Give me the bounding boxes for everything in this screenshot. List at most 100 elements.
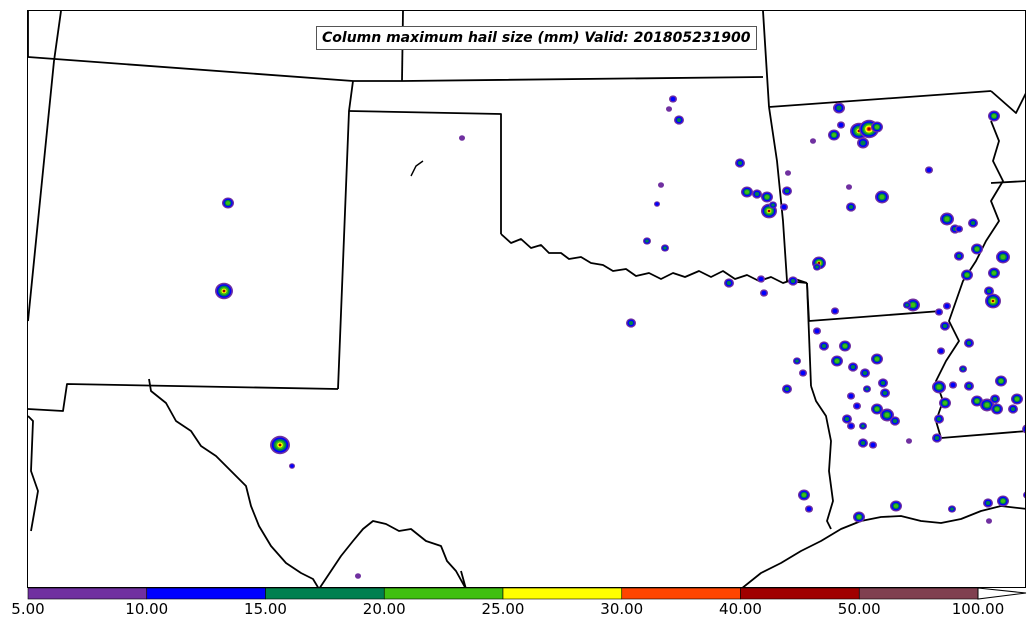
hail-cell-contour [956, 226, 962, 232]
hail-cell [837, 121, 845, 129]
hail-cell [658, 182, 664, 188]
hail-cell-contour [944, 216, 950, 222]
hail-cell [869, 441, 877, 449]
co-nm-line [28, 56, 764, 82]
hail-cell [654, 201, 660, 207]
hail-cell [940, 212, 954, 226]
hail-cell [793, 357, 801, 365]
hail-cell [669, 95, 677, 103]
hail-cell [991, 403, 1003, 415]
colorbar-segment [383, 587, 504, 600]
hail-cell-contour [942, 323, 948, 329]
hail-cell-contour [966, 340, 972, 346]
hail-cell-contour [1024, 428, 1025, 430]
hail-cell-contour [991, 114, 997, 118]
colorbar-extend-arrow [977, 587, 1027, 600]
hail-cell [674, 115, 684, 125]
hail-cell [661, 244, 669, 252]
hail-cell [954, 251, 964, 261]
hail-cell-contour [754, 191, 760, 197]
hail-cell-contour [926, 167, 932, 173]
hail-cell [289, 463, 295, 469]
hail-cell [997, 495, 1009, 507]
colorbar-segment [502, 587, 623, 600]
hail-cell-contour [846, 184, 852, 190]
hail-cell-contour [676, 117, 682, 123]
hail-cell-contour [934, 435, 940, 441]
hail-cell [860, 368, 870, 378]
hail-cell-contour [986, 518, 992, 524]
hail-cell-contour [862, 370, 868, 376]
hail-cell-contour [936, 309, 942, 315]
hail-cell [961, 269, 973, 281]
ks-mo-line [762, 11, 770, 108]
hail-cell [949, 381, 957, 389]
hail-cell [1011, 393, 1023, 405]
colorbar-segment [27, 587, 148, 600]
hail-cell-contour [991, 271, 997, 275]
hail-cell [995, 375, 1007, 387]
hail-cell [948, 505, 956, 513]
hail-cell-contour [950, 507, 954, 511]
hail-cell-contour [848, 204, 854, 210]
hail-cell-contour [1024, 493, 1025, 497]
hail-cell-contour [879, 194, 885, 200]
hail-cell-contour [814, 328, 820, 334]
hail-cell-contour [865, 387, 869, 391]
hail-cell [857, 137, 869, 149]
hail-cell-contour [737, 160, 743, 166]
hail-cell-contour [628, 320, 634, 326]
hail-cell-contour [784, 188, 790, 194]
gulf-coast [742, 505, 1025, 587]
hail-cell-contour [906, 438, 912, 444]
hail-cell [853, 511, 865, 523]
hail-cell-contour [994, 407, 1000, 411]
mo-east [990, 90, 1025, 114]
hail-cell [813, 327, 821, 335]
hail-cell-contour [795, 359, 799, 363]
hail-cell [1008, 404, 1018, 414]
hail-cell-contour [758, 276, 764, 282]
hail-cell [666, 106, 672, 112]
hail-storm-cells [215, 95, 1025, 579]
colorbar-segment [740, 587, 860, 600]
hail-cell-contour [806, 506, 812, 512]
hail-cell [988, 267, 1000, 279]
hail-cell-contour [942, 401, 948, 405]
hail-cell [355, 573, 361, 579]
hail-cell-contour [781, 204, 787, 210]
hail-cell [935, 308, 943, 316]
hail-cell [980, 398, 994, 412]
hail-cell [859, 422, 867, 430]
hail-cell-contour [821, 343, 827, 349]
hail-cell-contour [938, 348, 944, 354]
colorbar-tick-label: 100.00 [951, 600, 1005, 618]
hail-cell [906, 298, 920, 312]
hail-cell-contour [961, 367, 965, 371]
colorbar-segment [621, 587, 741, 600]
hail-cell-contour [663, 246, 667, 250]
hail-cell-contour [655, 202, 659, 206]
hail-cell-contour [874, 357, 880, 361]
hail-cell [890, 500, 902, 512]
hail-cell [626, 318, 636, 328]
hail-cell [1022, 424, 1025, 434]
hail-cell-contour [998, 379, 1004, 383]
hail-cell-contour [645, 239, 649, 243]
hail-cell-contour [905, 303, 909, 307]
hail-cell-contour [974, 399, 980, 403]
hail-cell-contour [854, 403, 860, 409]
hail-cell [735, 158, 745, 168]
hail-cell-contour [1023, 426, 1025, 432]
hail-cell-contour [764, 195, 770, 199]
hail-cell-contour [666, 106, 672, 112]
hail-cell [757, 275, 765, 283]
hail-cell [782, 384, 792, 394]
hail-cell-core [867, 127, 871, 131]
hail-cell-contour [784, 386, 790, 392]
hail-cell [839, 340, 851, 352]
hail-cell-core [991, 299, 995, 303]
hail-cell [988, 110, 1000, 122]
hail-cell [780, 203, 788, 211]
